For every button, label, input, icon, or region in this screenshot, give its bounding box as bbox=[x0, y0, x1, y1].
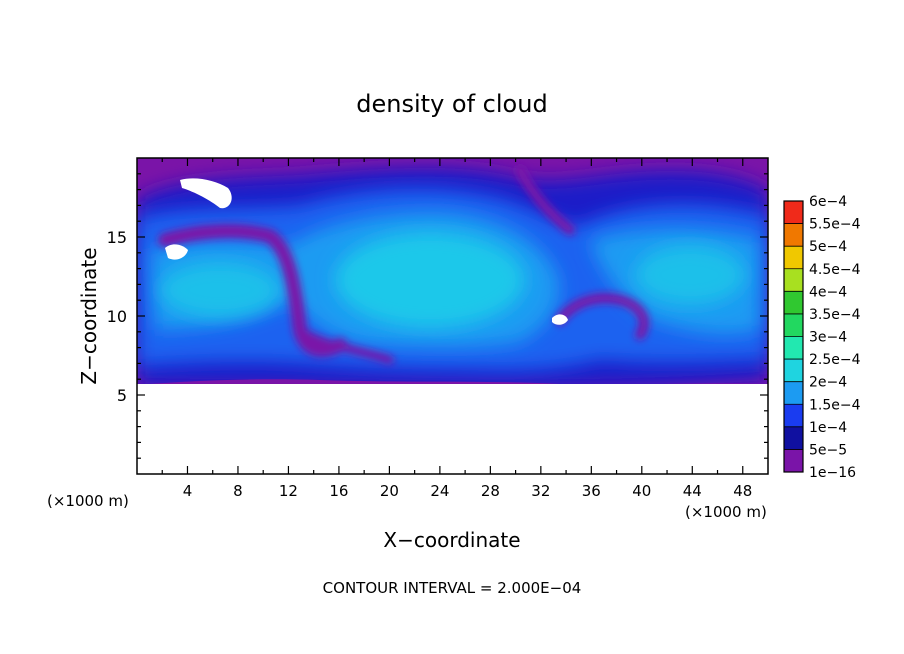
contour-interval-note: CONTOUR INTERVAL = 2.000E−04 bbox=[323, 579, 582, 597]
x-unit-left: (×1000 m) bbox=[47, 492, 129, 510]
colorbar-swatch bbox=[784, 404, 803, 427]
x-axis-label: X−coordinate bbox=[383, 528, 520, 552]
colorbar-swatch bbox=[784, 291, 803, 314]
x-unit-right: (×1000 m) bbox=[685, 503, 767, 521]
colorbar-label: 5.5e−4 bbox=[809, 217, 861, 233]
x-tick-label: 44 bbox=[683, 482, 702, 500]
colorbar-swatch bbox=[784, 336, 803, 360]
x-tick-label: 16 bbox=[329, 482, 348, 500]
colorbar-label: 1.5e−4 bbox=[809, 397, 861, 413]
colorbar-label: 1e−16 bbox=[809, 465, 856, 481]
colorbar-swatch bbox=[784, 449, 803, 472]
colorbar-label: 2e−4 bbox=[809, 375, 847, 391]
colorbar-label: 2.5e−4 bbox=[809, 352, 861, 368]
x-tick-label: 12 bbox=[279, 482, 298, 500]
colorbar-swatch bbox=[784, 223, 803, 247]
x-tick-label: 48 bbox=[733, 482, 752, 500]
x-tick-label: 8 bbox=[233, 482, 243, 500]
y-tick-label: 15 bbox=[107, 228, 127, 247]
colorbar-swatch bbox=[784, 359, 803, 382]
colorbar-swatch bbox=[784, 313, 803, 337]
y-tick-label: 5 bbox=[117, 386, 127, 405]
colorbar-label: 4.5e−4 bbox=[809, 262, 861, 278]
colorbar-label: 4e−4 bbox=[809, 284, 847, 300]
y-axis-ticks: 5 10 15 bbox=[107, 173, 768, 459]
colorbar-label: 1e−4 bbox=[809, 420, 847, 436]
colorbar-label: 3e−4 bbox=[809, 330, 847, 346]
colorbar-label: 3.5e−4 bbox=[809, 307, 861, 323]
colorbar-label: 5e−4 bbox=[809, 239, 847, 255]
x-tick-label: 36 bbox=[582, 482, 601, 500]
y-axis-label: Z−coordinate bbox=[77, 247, 101, 384]
colorbar: 1e−16 5e−5 1e−4 1.5e−4 2e−4 2.5e−4 3e−4 3.5e−4 4… bbox=[783, 194, 861, 481]
x-tick-label: 20 bbox=[380, 482, 399, 500]
colorbar-label: 5e−5 bbox=[809, 442, 847, 458]
colorbar-swatch bbox=[784, 268, 803, 292]
colorbar-swatch bbox=[784, 381, 803, 405]
chart-title: density of cloud bbox=[356, 90, 547, 118]
colorbar-swatch bbox=[784, 201, 803, 224]
colorbar-label: 6e−4 bbox=[809, 194, 847, 210]
x-tick-label: 40 bbox=[632, 482, 651, 500]
colorbar-swatch bbox=[784, 426, 803, 450]
density-field bbox=[137, 158, 768, 395]
x-tick-label: 24 bbox=[430, 482, 449, 500]
y-tick-label: 10 bbox=[107, 307, 127, 326]
x-tick-label: 32 bbox=[531, 482, 550, 500]
colorbar-swatch bbox=[784, 246, 803, 269]
x-tick-label: 4 bbox=[183, 482, 193, 500]
x-axis-ticks: 4 8 12 16 20 24 28 32 36 40 44 48 bbox=[161, 158, 752, 500]
x-tick-label: 28 bbox=[481, 482, 500, 500]
clear-region bbox=[137, 384, 768, 474]
